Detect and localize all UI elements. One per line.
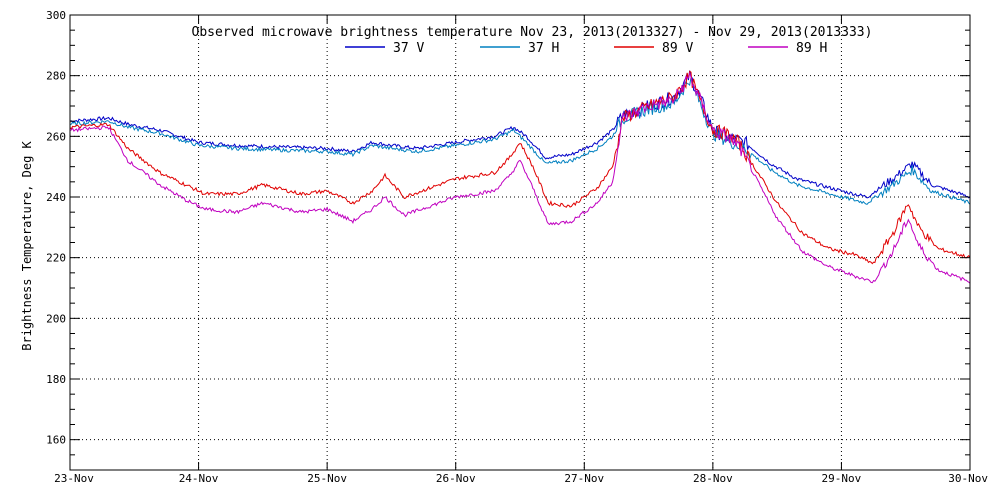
y-tick-label: 180 [46, 373, 66, 386]
legend-label: 89 V [662, 41, 693, 56]
legend-label: 37 V [393, 41, 424, 56]
x-tick-label: 27-Nov [564, 472, 604, 485]
grid [70, 15, 970, 470]
x-tick-label: 23-Nov [54, 472, 94, 485]
y-tick-label: 200 [46, 312, 66, 325]
y-tick-label: 260 [46, 130, 66, 143]
legend-label: 37 H [528, 41, 559, 56]
x-tick-label: 29-Nov [822, 472, 862, 485]
y-axis-label: Brightness Temperature, Deg K [20, 140, 34, 350]
series-line [69, 77, 971, 205]
legend: 37 V 37 H 89 V 89 H [345, 41, 827, 56]
series-group [69, 70, 971, 284]
x-tick-label: 24-Nov [179, 472, 219, 485]
x-axis: 23-Nov 24-Nov 25-Nov 26-Nov 27-Nov 28-Nov 29-N… [54, 15, 988, 485]
x-tick-label: 30-Nov [948, 472, 988, 485]
series-line [69, 70, 971, 199]
x-tick-label: 26-Nov [436, 472, 476, 485]
chart-title: Observed microwave brightness temperatur… [192, 25, 873, 40]
x-tick-label: 28-Nov [693, 472, 733, 485]
y-tick-label: 220 [46, 252, 66, 265]
series-line [69, 70, 971, 265]
y-tick-label: 240 [46, 191, 66, 204]
series-line [69, 71, 971, 284]
y-tick-label: 280 [46, 70, 66, 83]
y-tick-label: 160 [46, 434, 66, 447]
legend-label: 89 H [796, 41, 827, 56]
y-tick-label: 300 [46, 9, 66, 22]
y-axis: 160 180 200 220 240 260 280 300 [46, 9, 970, 471]
plot-frame [69, 14, 971, 471]
x-tick-label: 25-Nov [307, 472, 347, 485]
